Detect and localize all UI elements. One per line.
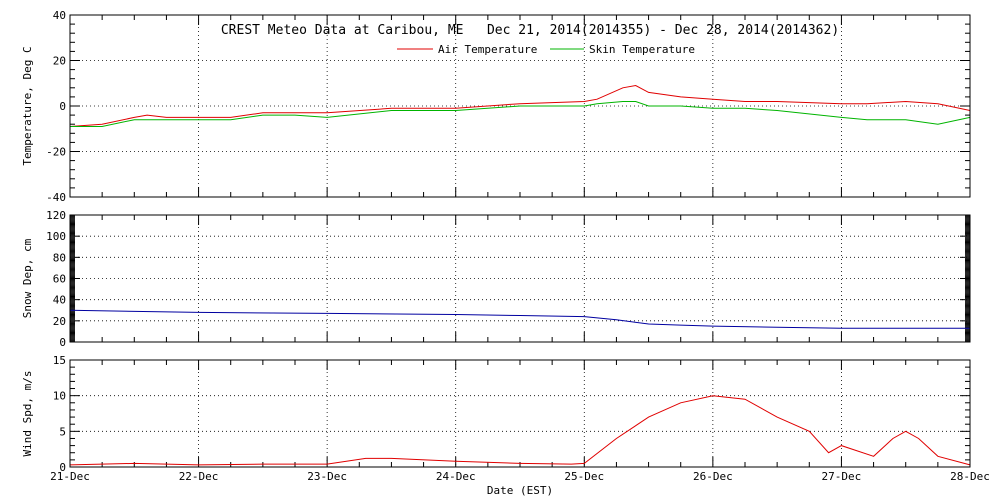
y-tick-label: 60 (53, 273, 66, 286)
legend-skin-label: Skin Temperature (589, 43, 695, 56)
series-line-air-temperature (69, 84, 971, 127)
y-tick-label: 10 (53, 390, 66, 403)
x-tick-label: 22-Dec (179, 470, 219, 483)
series-line-skin-temperature (70, 101, 971, 127)
x-axis-label: Date (EST) (487, 484, 553, 497)
x-tick-label: 23-Dec (307, 470, 347, 483)
series-line-snow-depth (69, 309, 970, 329)
y-tick-label: 0 (59, 100, 66, 113)
y-tick-label: 5 (59, 425, 66, 438)
legend-air-label: Air Temperature (438, 43, 537, 56)
y-axis-label: Snow Dep, cm (21, 238, 34, 318)
x-tick-label: 21-Dec (50, 470, 90, 483)
y-tick-label: 80 (53, 251, 66, 264)
wind-speed-panel: 0 5 10 15 Wind Spd, m/s (21, 354, 971, 474)
y-tick-label: 40 (53, 9, 66, 22)
x-tick-label: 24-Dec (436, 470, 476, 483)
series-line-wind-speed (69, 395, 971, 466)
y-axis-label: Wind Spd, m/s (21, 370, 34, 456)
y-tick-label: 0 (59, 461, 66, 474)
x-tick-label: 28-Dec (950, 470, 990, 483)
plot-frame (69, 214, 971, 343)
y-tick-label: -20 (46, 146, 66, 159)
x-tick-label: 25-Dec (564, 470, 604, 483)
y-axis-label: Temperature, Deg C (21, 46, 34, 165)
y-tick-label: 120 (46, 209, 66, 222)
x-tick-label: 26-Dec (693, 470, 733, 483)
legend: Air Temperature Skin Temperature (397, 43, 695, 56)
y-tick-label: 0 (59, 336, 66, 349)
y-tick-label: 40 (53, 294, 66, 307)
temperature-panel: -40 -20 0 20 40 Temperature, Deg C (21, 9, 971, 204)
plot-frame (69, 14, 971, 198)
chart-title: CREST Meteo Data at Caribou, ME Dec 21, … (221, 23, 839, 38)
y-tick-label: 20 (53, 55, 66, 68)
x-tick-label: 27-Dec (822, 470, 862, 483)
y-tick-label: -40 (46, 191, 66, 204)
x-axis: 21-Dec 22-Dec 23-Dec 24-Dec 25-Dec 26-Dec 27-D… (50, 470, 990, 483)
plot-frame (69, 359, 971, 468)
y-tick-label: 15 (53, 354, 66, 367)
y-tick-label: 100 (46, 230, 66, 243)
y-tick-label: 20 (53, 315, 66, 328)
snow-depth-panel: 0 20 40 60 80 100 120 Snow Dep, cm (21, 209, 971, 349)
